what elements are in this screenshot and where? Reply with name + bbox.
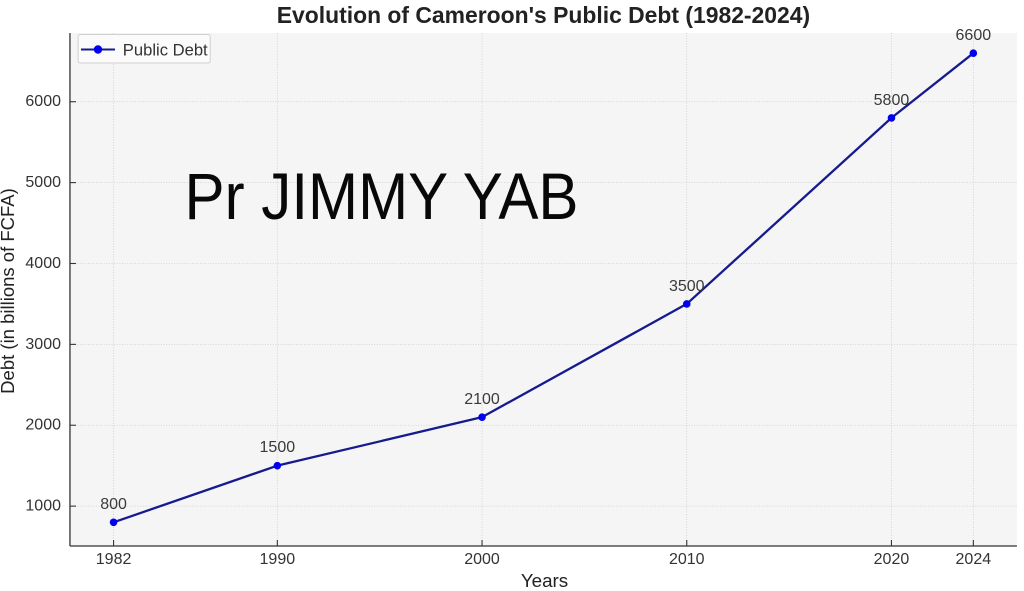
svg-text:2000: 2000 — [25, 417, 61, 434]
svg-text:2024: 2024 — [956, 551, 992, 568]
svg-text:2020: 2020 — [874, 551, 910, 568]
svg-text:5800: 5800 — [874, 92, 910, 109]
svg-text:1500: 1500 — [260, 439, 296, 456]
svg-text:2010: 2010 — [669, 551, 705, 568]
svg-text:800: 800 — [100, 496, 127, 513]
svg-text:1990: 1990 — [260, 551, 296, 568]
svg-text:2000: 2000 — [464, 551, 500, 568]
svg-text:1000: 1000 — [25, 498, 61, 515]
svg-text:3000: 3000 — [25, 336, 61, 353]
svg-text:2100: 2100 — [464, 391, 500, 408]
svg-text:6000: 6000 — [25, 93, 61, 110]
svg-text:6600: 6600 — [956, 27, 992, 44]
svg-text:3500: 3500 — [669, 278, 705, 295]
svg-text:5000: 5000 — [25, 174, 61, 191]
svg-text:1982: 1982 — [96, 551, 132, 568]
svg-text:4000: 4000 — [25, 255, 61, 272]
svg-text:Pr JIMMY YAB: Pr JIMMY YAB — [185, 159, 579, 233]
svg-text:Public Debt: Public Debt — [123, 41, 208, 60]
svg-text:Years: Years — [521, 570, 568, 591]
svg-text:Debt (in billions of FCFA): Debt (in billions of FCFA) — [0, 188, 18, 394]
